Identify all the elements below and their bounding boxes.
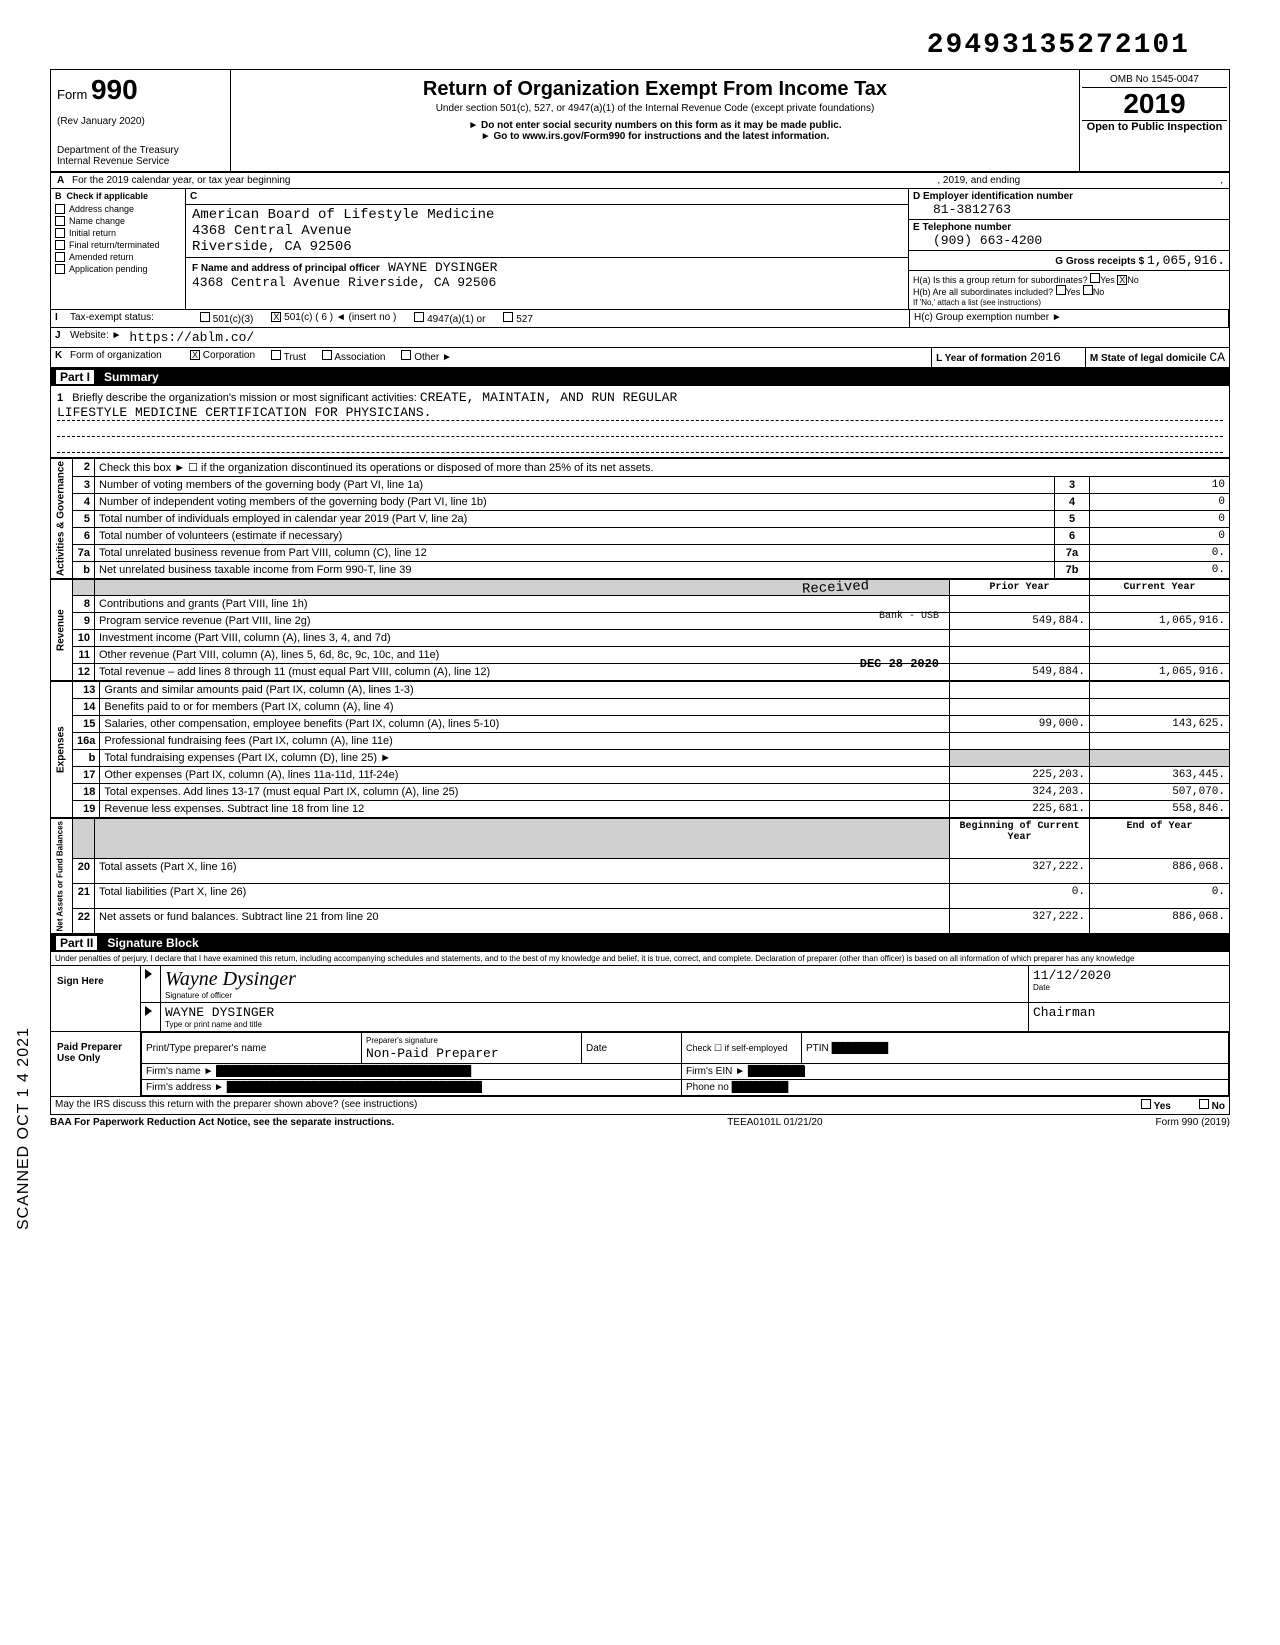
- org-addr1: 4368 Central Avenue: [192, 223, 902, 239]
- tabmark-icon: [145, 1006, 152, 1016]
- phone-redacted: ████████: [732, 1082, 789, 1093]
- expenses-table: Expenses 13Grants and similar amounts pa…: [50, 681, 1230, 818]
- form-revision: (Rev January 2020): [57, 116, 224, 127]
- sign-here-block: Sign Here Wayne Dysinger Signature of of…: [50, 966, 1230, 1032]
- org-name: American Board of Lifestyle Medicine: [192, 207, 902, 223]
- check-address-change[interactable]: Address change: [51, 203, 185, 215]
- row-a: A For the 2019 calendar year, or tax yea…: [50, 173, 1230, 189]
- firm-ein-redacted: ████████: [748, 1066, 805, 1077]
- document-id-stamp: 29493135272101: [50, 30, 1230, 61]
- irs-discuss-row: May the IRS discuss this return with the…: [50, 1097, 1230, 1115]
- mission-box: 1 Briefly describe the organization's mi…: [50, 386, 1230, 458]
- row-i: I Tax-exempt status: 501(c)(3) X 501(c) …: [50, 310, 1230, 328]
- check-name-change[interactable]: Name change: [51, 215, 185, 227]
- check-amended-return[interactable]: Amended return: [51, 251, 185, 263]
- tax-year: 2019: [1082, 88, 1227, 121]
- officer-signature: Wayne Dysinger: [165, 968, 1024, 991]
- netassets-table: Net Assets or Fund Balances Beginning of…: [50, 818, 1230, 934]
- website: https://ablm.co/: [125, 328, 1229, 347]
- form-number: Form 990: [57, 74, 224, 106]
- column-d: D Employer identification number 81-3812…: [909, 189, 1229, 309]
- omb-number: OMB No 1545-0047: [1082, 72, 1227, 88]
- signer-name: WAYNE DYSINGER: [165, 1005, 1024, 1020]
- governance-table: Activities & Governance 2 Check this box…: [50, 458, 1230, 579]
- officer-name: WAYNE DYSINGER: [388, 260, 497, 275]
- received-stamp: Received: [801, 578, 869, 597]
- form-header: Form 990 (Rev January 2020) Department o…: [50, 69, 1230, 173]
- signer-title: Chairman: [1029, 1003, 1229, 1031]
- row-j: J Website: ► https://ablm.co/: [50, 328, 1230, 348]
- check-final-return[interactable]: Final return/terminated: [51, 239, 185, 251]
- phone: (909) 663-4200: [913, 233, 1042, 248]
- form-title: Return of Organization Exempt From Incom…: [237, 78, 1073, 101]
- penalties-text: Under penalties of perjury, I declare th…: [50, 952, 1230, 966]
- form-department: Department of the Treasury Internal Reve…: [57, 145, 224, 167]
- footer: BAA For Paperwork Reduction Act Notice, …: [50, 1115, 1230, 1130]
- instruction-line-1: ► Do not enter social security numbers o…: [237, 120, 1073, 131]
- part-1-header: Part I Summary: [50, 368, 1230, 386]
- revenue-table: Revenue Received Prior Year Current Year…: [50, 579, 1230, 681]
- row-k: K Form of organization X Corporation Tru…: [50, 348, 1230, 368]
- sign-date: 11/12/2020: [1033, 968, 1225, 983]
- instruction-line-2: ► Go to www.irs.gov/Form990 for instruct…: [237, 131, 1073, 142]
- section-bcd: B Check if applicable Address change Nam…: [50, 189, 1230, 310]
- firm-name-redacted: ████████████████████████████████████: [216, 1066, 471, 1077]
- check-initial-return[interactable]: Initial return: [51, 227, 185, 239]
- open-inspection: Open to Public Inspection: [1082, 121, 1227, 133]
- column-b: B Check if applicable Address change Nam…: [51, 189, 186, 309]
- ein: 81-3812763: [913, 202, 1011, 217]
- firm-addr-redacted: ████████████████████████████████████: [227, 1082, 482, 1093]
- org-addr2: Riverside, CA 92506: [192, 239, 902, 255]
- paid-preparer-block: Paid Preparer Use Only Print/Type prepar…: [50, 1032, 1230, 1097]
- part-2-header: Part II Signature Block: [50, 934, 1230, 952]
- tabmark-icon: [145, 969, 152, 979]
- gross-receipts: 1,065,916.: [1147, 253, 1225, 268]
- scanned-stamp: SCANNED OCT 1 4 2021: [15, 1027, 33, 1230]
- check-application-pending[interactable]: Application pending: [51, 263, 185, 275]
- ptin-redacted: ████████: [832, 1043, 889, 1054]
- form-subtitle: Under section 501(c), 527, or 4947(a)(1)…: [237, 103, 1073, 114]
- officer-addr: 4368 Central Avenue Riverside, CA 92506: [192, 275, 496, 290]
- column-c: C American Board of Lifestyle Medicine 4…: [186, 189, 909, 309]
